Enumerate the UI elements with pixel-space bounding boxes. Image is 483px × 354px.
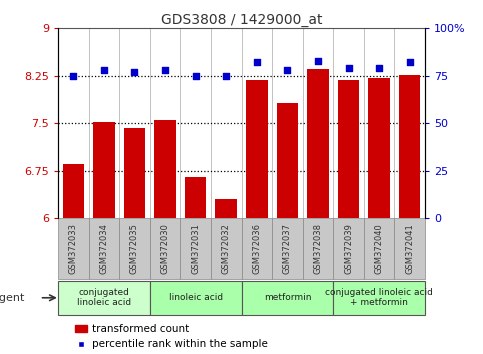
Text: GSM372033: GSM372033: [69, 223, 78, 274]
Bar: [93, 122, 114, 218]
Bar: [215, 199, 237, 218]
Point: [406, 60, 413, 65]
Bar: [303, 218, 333, 279]
Bar: [211, 218, 242, 279]
Text: GSM372038: GSM372038: [313, 223, 323, 274]
Point: [70, 73, 77, 79]
Text: GSM372037: GSM372037: [283, 223, 292, 274]
Bar: [333, 281, 425, 315]
Point: [284, 67, 291, 73]
Text: GSM372036: GSM372036: [252, 223, 261, 274]
Bar: [150, 218, 180, 279]
Point: [100, 67, 108, 73]
Bar: [307, 69, 328, 218]
Bar: [124, 128, 145, 218]
Text: agent: agent: [0, 293, 25, 303]
Bar: [155, 120, 176, 218]
Text: metformin: metformin: [264, 293, 311, 302]
Bar: [242, 281, 333, 315]
Bar: [119, 218, 150, 279]
Text: linoleic acid: linoleic acid: [169, 293, 223, 302]
Bar: [277, 103, 298, 218]
Point: [161, 67, 169, 73]
Text: GSM372032: GSM372032: [222, 223, 231, 274]
Bar: [63, 164, 84, 218]
Bar: [395, 218, 425, 279]
Bar: [58, 281, 150, 315]
Bar: [246, 80, 268, 218]
Bar: [399, 74, 420, 218]
Point: [192, 73, 199, 79]
Bar: [338, 80, 359, 218]
Title: GDS3808 / 1429000_at: GDS3808 / 1429000_at: [161, 13, 322, 27]
Bar: [369, 78, 390, 218]
Point: [130, 69, 138, 75]
Text: GSM372031: GSM372031: [191, 223, 200, 274]
Point: [314, 58, 322, 63]
Bar: [272, 218, 303, 279]
Text: conjugated
linoleic acid: conjugated linoleic acid: [77, 288, 131, 308]
Bar: [88, 218, 119, 279]
Bar: [150, 281, 242, 315]
Bar: [180, 218, 211, 279]
Text: GSM372030: GSM372030: [160, 223, 170, 274]
Text: GSM372039: GSM372039: [344, 223, 353, 274]
Point: [253, 60, 261, 65]
Bar: [364, 218, 395, 279]
Text: GSM372041: GSM372041: [405, 223, 414, 274]
Bar: [242, 218, 272, 279]
Point: [345, 65, 353, 71]
Bar: [58, 218, 88, 279]
Text: GSM372034: GSM372034: [99, 223, 108, 274]
Text: conjugated linoleic acid
+ metformin: conjugated linoleic acid + metformin: [325, 288, 433, 308]
Point: [222, 73, 230, 79]
Bar: [185, 177, 206, 218]
Bar: [333, 218, 364, 279]
Point: [375, 65, 383, 71]
Text: GSM372040: GSM372040: [375, 223, 384, 274]
Legend: transformed count, percentile rank within the sample: transformed count, percentile rank withi…: [71, 320, 272, 354]
Text: GSM372035: GSM372035: [130, 223, 139, 274]
